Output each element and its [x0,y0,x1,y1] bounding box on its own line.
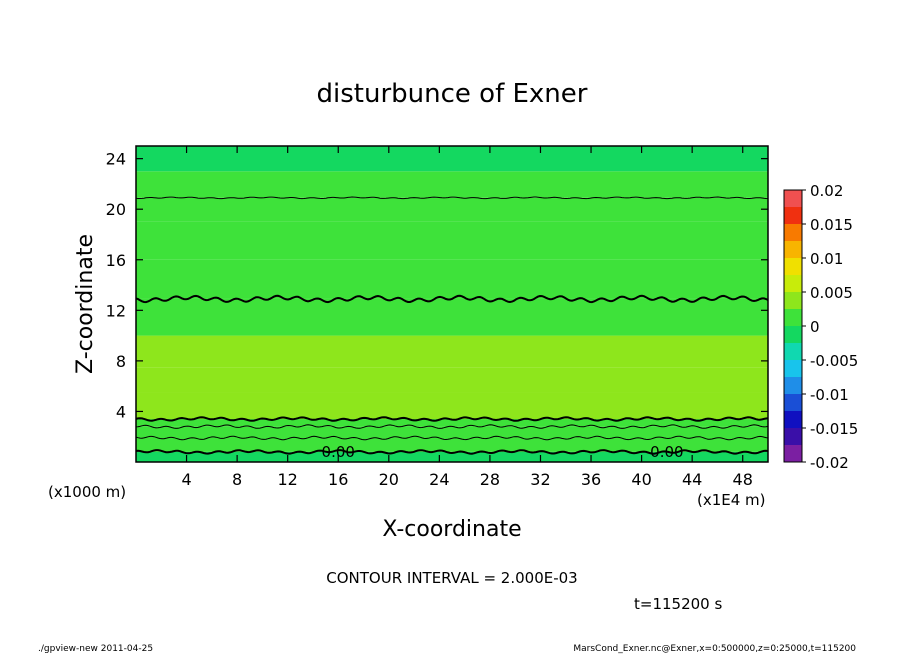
x-tick-label: 12 [278,470,298,489]
colorbar-swatch [784,360,802,377]
colorbar-swatch [784,394,802,411]
contour-label: 0.00 [650,443,683,461]
y-axis: 4 8 12 16 20 24 [106,150,768,421]
contour-label: 0.00 [322,443,355,461]
y-tick-label: 20 [106,200,126,219]
colorbar-tick-label: -0.01 [810,386,849,404]
x-tick-label: 40 [631,470,651,489]
x-tick-label: 32 [530,470,550,489]
x-scale-note: (x1E4 m) [697,491,766,509]
colorbar-swatch [784,377,802,394]
field-band [136,392,768,420]
field-band [136,426,768,438]
contour-line [135,449,769,455]
colorbar-tick-label: 0.02 [810,182,843,200]
colorbar-swatch [784,224,802,241]
footer-left: ./gpview-new 2011-04-25 [38,644,153,654]
colorbar-swatch [784,309,802,326]
colorbar-swatch [784,292,802,309]
field-band [136,197,768,222]
x-tick-label: 44 [682,470,702,489]
field-band [136,171,768,198]
field-band [136,221,768,260]
colorbar-swatch [784,326,802,343]
footer-right: MarsCond_Exner.nc@Exner,x=0:500000,z=0:2… [573,644,856,654]
colorbar-swatch [784,428,802,445]
field-band [136,259,768,299]
colorbar-tick-label: -0.015 [810,420,858,438]
colorbar-tick-label: -0.02 [810,454,849,472]
contour-labels: 0.00 0.00 [322,443,684,461]
y-tick-label: 12 [106,301,126,320]
x-tick-label: 24 [429,470,449,489]
colorbar-tick-label: -0.005 [810,352,858,370]
plot-frame [135,145,769,463]
field-band [136,335,768,368]
field-band [136,298,768,336]
y-tick-label: 24 [106,150,126,169]
x-tick-label: 16 [328,470,348,489]
x-tick-label: 28 [480,470,500,489]
field-band [136,437,768,452]
time-text: t=115200 s [634,595,722,613]
field-band [136,451,768,462]
colorbar-swatch [784,258,802,275]
field-band [136,367,768,393]
colorbar-swatch [784,207,802,224]
colorbar: 0.02 0.015 0.01 0.005 0 -0.005 -0.01 -0.015 -0.0… [783,182,858,472]
x-tick-label: 48 [733,470,753,489]
field-bands [136,146,768,462]
contour-line [135,294,769,304]
colorbar-swatch [784,275,802,292]
contour-line [135,196,769,200]
contour-line [135,424,769,429]
y-tick-label: 16 [106,251,126,270]
colorbar-swatch [784,343,802,360]
contour-lines [135,196,769,455]
chart-title: disturbunce of Exner [317,79,588,109]
colorbar-tick-label: 0 [810,318,820,336]
x-unit-note: (x1000 m) [48,483,126,501]
colorbar-tick-label: 0.015 [810,216,853,234]
contour-interval-text: CONTOUR INTERVAL = 2.000E-03 [326,569,577,587]
x-axis: 4 8 12 16 20 24 28 32 36 40 44 48 [181,146,753,489]
colorbar-tick-label: 0.005 [810,284,853,302]
colorbar-swatch [784,241,802,258]
contour-line [135,416,769,422]
field-band [136,146,768,172]
x-tick-label: 20 [379,470,399,489]
y-tick-label: 4 [116,402,126,421]
contour-line [135,435,769,441]
x-tick-label: 36 [581,470,601,489]
field-band [136,419,768,427]
colorbar-swatch [784,445,802,462]
x-axis-label: X-coordinate [382,517,521,542]
colorbar-tick-label: 0.01 [810,250,843,268]
colorbar-swatch [784,411,802,428]
x-tick-label: 8 [232,470,242,489]
y-tick-label: 8 [116,352,126,371]
y-axis-label: Z-coordinate [73,234,98,374]
colorbar-swatch [784,190,802,207]
x-tick-label: 4 [181,470,191,489]
